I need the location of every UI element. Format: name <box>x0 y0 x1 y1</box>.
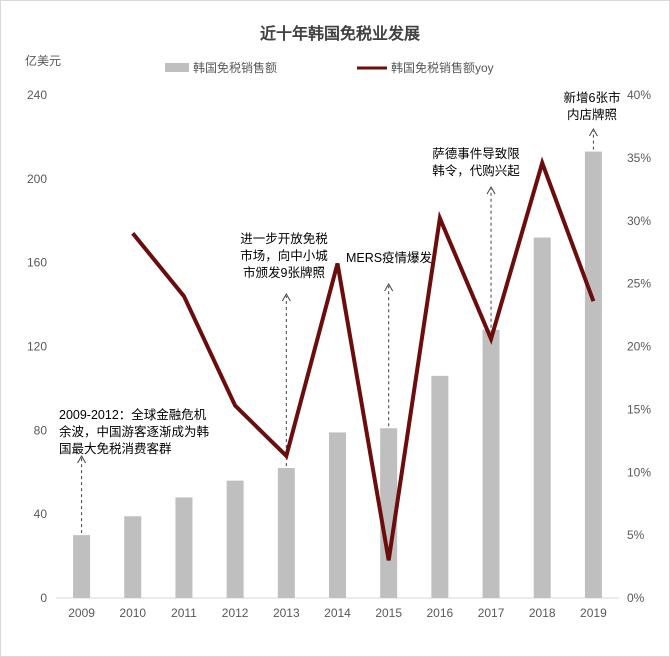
y-left-tick-label: 240 <box>27 88 47 102</box>
annotation-arrow-head <box>486 185 496 195</box>
bar <box>277 468 295 598</box>
x-tick-label: 2012 <box>222 606 249 620</box>
bar <box>431 375 449 598</box>
x-tick-label: 2011 <box>171 606 197 620</box>
chart-title: 近十年韩国免税业发展 <box>260 24 421 43</box>
bar <box>380 428 398 598</box>
y-right-tick-label: 25% <box>627 277 651 291</box>
y-right-tick-label: 10% <box>627 465 651 479</box>
bar <box>329 432 346 598</box>
annotation-arrow-head <box>384 282 394 292</box>
left-axis-unit: 亿美元 <box>25 53 61 68</box>
legend-label-bar: 韩国免税销售额 <box>193 60 277 75</box>
x-tick-label: 2017 <box>478 606 505 620</box>
annotation-text: 2009-2012：全球金融危机 <box>59 407 207 422</box>
annotation-text: 进一步开放免税 <box>240 231 328 246</box>
annotation-text: 国最大免税消费客群 <box>59 441 172 456</box>
plot-area: 0 40 80 120 160 200 240 0% 5% 10% 15% 20% 25% 30% 35% 4… <box>27 88 651 620</box>
x-tick-label: 2014 <box>324 606 351 620</box>
y-left-tick-label: 160 <box>27 256 47 270</box>
annotation-text: MERS疫情爆发 <box>346 250 433 265</box>
x-tick-label: 2009 <box>68 606 95 620</box>
bar <box>124 516 142 598</box>
annotation-text: 新增6张市 <box>564 90 621 105</box>
bar <box>73 535 91 598</box>
annotation-text: 市场，向中小城 <box>240 248 328 263</box>
y-left-tick-label: 40 <box>34 507 48 521</box>
annotation-text: 余波，中国游客逐渐成为韩 <box>59 424 209 439</box>
bar <box>533 237 551 598</box>
y-left-tick-label: 0 <box>40 591 47 605</box>
x-tick-label: 2019 <box>580 606 607 620</box>
x-tick-label: 2015 <box>375 606 402 620</box>
x-tick-label: 2016 <box>427 606 454 620</box>
y-right-tick-label: 40% <box>627 88 651 102</box>
bar <box>175 497 193 598</box>
x-tick-label: 2013 <box>273 606 300 620</box>
annotation-text: 韩令，代购兴起 <box>432 163 520 178</box>
legend-label-line: 韩国免税销售额yoy <box>391 60 494 75</box>
annotation-arrow-head <box>77 454 87 464</box>
legend-swatch-bar <box>165 63 189 72</box>
annotation-arrow-head <box>281 292 291 302</box>
annotation-text: 内店牌照 <box>567 107 617 122</box>
x-tick-label: 2018 <box>529 606 556 620</box>
y-right-tick-label: 20% <box>627 340 651 354</box>
x-tick-label: 2010 <box>119 606 146 620</box>
y-right-tick-label: 35% <box>627 151 651 165</box>
y-right-tick-label: 30% <box>627 214 651 228</box>
yoy-line <box>131 156 596 561</box>
annotation-text: 市颁发9张牌照 <box>243 265 325 280</box>
bar <box>584 151 602 598</box>
y-left-tick-label: 80 <box>34 423 48 437</box>
bar <box>226 480 244 598</box>
annotation-arrow-head <box>588 127 598 137</box>
annotation-text: 萨德事件导致限 <box>432 146 520 161</box>
y-left-tick-label: 120 <box>27 340 47 354</box>
bar <box>482 329 500 598</box>
y-right-tick-label: 0% <box>627 591 645 605</box>
y-right-tick-label: 5% <box>627 528 645 542</box>
y-left-tick-label: 200 <box>27 172 47 186</box>
legend: 韩国免税销售额 韩国免税销售额yoy <box>165 60 494 75</box>
y-right-tick-label: 15% <box>627 402 651 416</box>
